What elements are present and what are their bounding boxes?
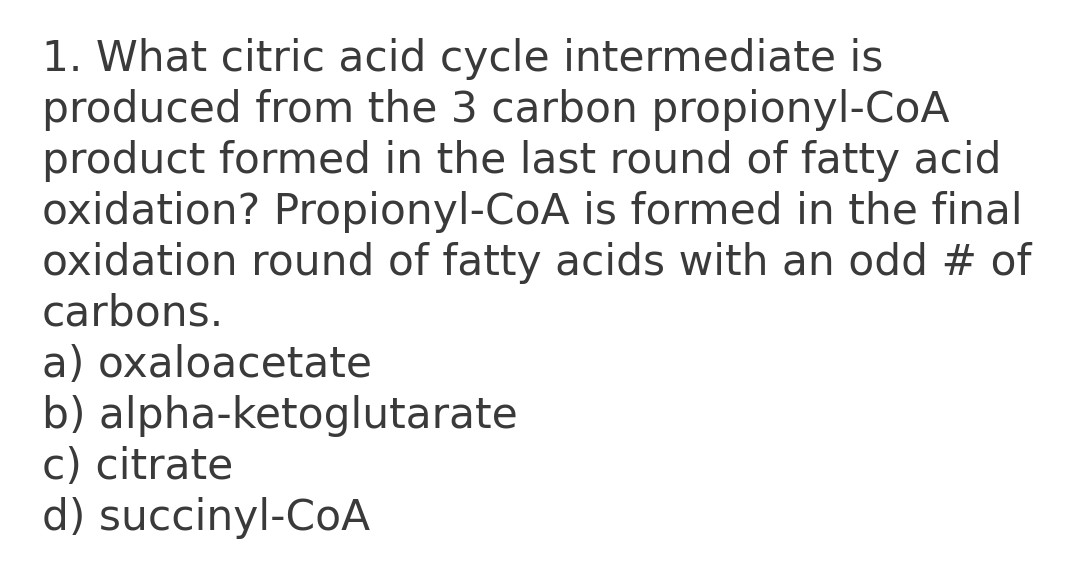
Text: product formed in the last round of fatty acid: product formed in the last round of fatt…: [42, 140, 1001, 182]
Text: oxidation? Propionyl-CoA is formed in the final: oxidation? Propionyl-CoA is formed in th…: [42, 191, 1023, 233]
Text: b) alpha-ketoglutarate: b) alpha-ketoglutarate: [42, 395, 517, 437]
Text: d) succinyl-CoA: d) succinyl-CoA: [42, 497, 370, 539]
Text: carbons.: carbons.: [42, 293, 225, 335]
Text: oxidation round of fatty acids with an odd # of: oxidation round of fatty acids with an o…: [42, 242, 1031, 284]
Text: produced from the 3 carbon propionyl-CoA: produced from the 3 carbon propionyl-CoA: [42, 89, 949, 131]
Text: 1. What citric acid cycle intermediate is: 1. What citric acid cycle intermediate i…: [42, 38, 883, 80]
Text: a) oxaloacetate: a) oxaloacetate: [42, 344, 372, 386]
Text: c) citrate: c) citrate: [42, 446, 233, 488]
